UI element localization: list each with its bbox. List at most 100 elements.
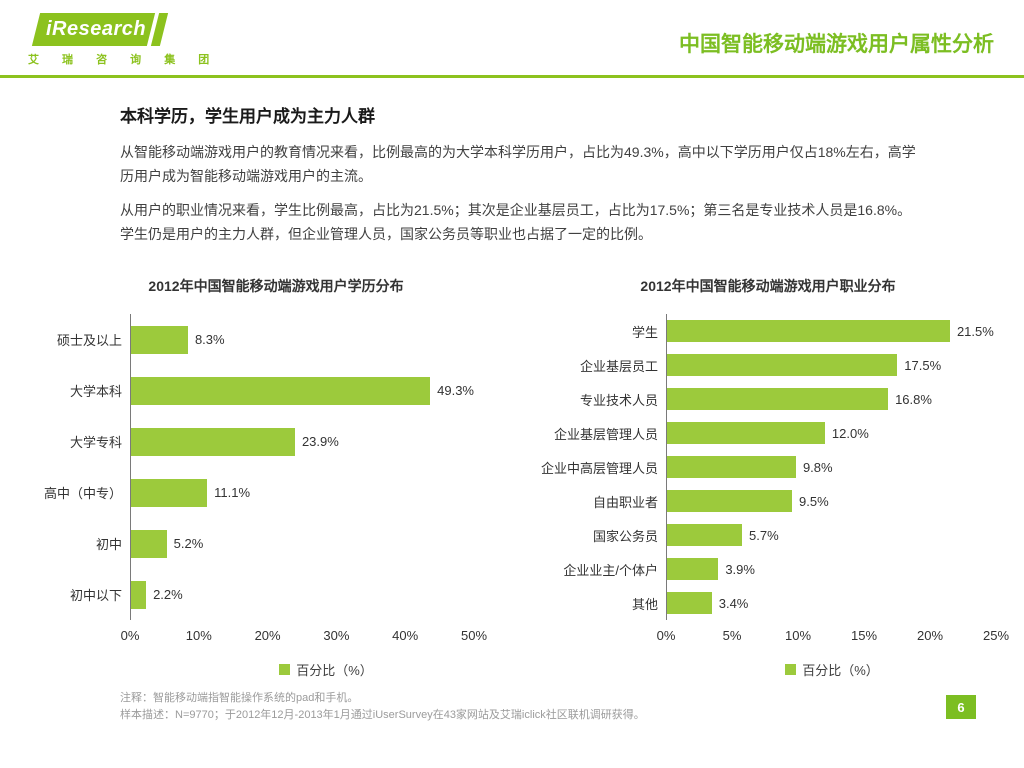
category-label: 学生 — [631, 324, 658, 340]
chart-plot-area: 硕士及以上 8.3% 大学本科 49.3% 大学专科 23.9% 高中（中专） 11.1% 初中… — [30, 314, 522, 621]
footnotes: 注释：智能移动端指智能操作系统的pad和手机。 样本描述：N=9770；于201… — [120, 690, 645, 724]
bar-track: 3.4% — [666, 586, 996, 621]
bar — [667, 422, 825, 445]
chart-legend: 百分比（%） — [666, 660, 998, 679]
bar — [667, 354, 898, 377]
category-label: 其他 — [631, 596, 658, 612]
bar-track: 49.3% — [130, 365, 474, 417]
bar-track: 23.9% — [130, 416, 474, 468]
value-label: 3.4% — [718, 595, 749, 611]
footnote-sample: 样本描述：N=9770；于2012年12月-2013年1月通过iUserSurv… — [120, 709, 645, 722]
chart-row: 企业基层员工 17.5% — [538, 348, 998, 383]
chart-row: 高中（中专） 11.1% — [30, 467, 522, 519]
bar — [131, 376, 431, 405]
value-label: 12.0% — [831, 425, 869, 441]
page-header: iResearch 艾 瑞 咨 询 集 团 中国智能移动端游戏用户属性分析 — [0, 0, 1024, 78]
iresearch-logo: iResearch 艾 瑞 咨 询 集 团 — [28, 13, 228, 67]
bar — [667, 388, 889, 411]
value-label: 21.5% — [956, 323, 994, 339]
chart-plot-area: 学生 21.5% 企业基层员工 17.5% 专业技术人员 16.8% 企业基层管理人员 12.… — [538, 314, 998, 621]
bar-track: 12.0% — [666, 416, 996, 451]
category-label: 专业技术人员 — [579, 392, 658, 408]
x-axis: 0% 10% 20% 30% 40% 50% — [121, 628, 487, 648]
bar-track: 5.2% — [130, 518, 474, 570]
charts-section: 2012年中国智能移动端游戏用户学历分布 硕士及以上 8.3% 大学本科 49.3% 大… — [0, 276, 1024, 679]
value-label: 9.8% — [802, 459, 833, 475]
bar-track: 16.8% — [666, 382, 996, 417]
category-label: 企业基层员工 — [579, 358, 658, 374]
value-label: 9.5% — [799, 493, 829, 509]
value-label: 5.7% — [749, 527, 779, 543]
bar-track: 17.5% — [666, 348, 996, 383]
report-title: 中国智能移动端游戏用户属性分析 — [679, 33, 994, 56]
bar — [667, 592, 712, 615]
x-tick-label: 15% — [850, 628, 878, 644]
x-tick-label: 25% — [982, 628, 1010, 644]
value-label: 16.8% — [895, 391, 932, 407]
chart-row: 初中 5.2% — [30, 518, 522, 570]
category-label: 自由职业者 — [592, 494, 658, 510]
chart-row: 企业基层管理人员 12.0% — [538, 416, 998, 451]
chart-row: 初中以下 2.2% — [30, 569, 522, 621]
bar — [667, 456, 796, 479]
chart-title: 2012年中国智能移动端游戏用户职业分布 — [640, 278, 896, 295]
bar-track: 5.7% — [666, 518, 996, 553]
value-label: 17.5% — [904, 357, 942, 373]
bar — [131, 427, 295, 456]
value-label: 49.3% — [437, 383, 474, 399]
x-tick-label: 5% — [722, 628, 742, 644]
paragraph-occupation: 从用户的职业情况来看，学生比例最高，占比为21.5%；其次是企业基层员工，占比为… — [120, 202, 912, 243]
chart-row: 学生 21.5% — [538, 314, 998, 349]
chart-title: 2012年中国智能移动端游戏用户学历分布 — [148, 278, 404, 295]
occupation-bar-chart: 2012年中国智能移动端游戏用户职业分布 学生 21.5% 企业基层员工 17.5% 专… — [538, 276, 1009, 679]
bar-track: 9.5% — [666, 484, 996, 519]
paragraph-education: 从智能移动端游戏用户的教育情况来看，比例最高的为大学本科学历用户，占比为49.3… — [120, 144, 916, 185]
category-label: 硕士及以上 — [56, 333, 122, 349]
bar — [667, 524, 742, 547]
chart-row: 硕士及以上 8.3% — [30, 314, 522, 366]
x-tick-label: 0% — [120, 628, 140, 644]
value-label: 8.3% — [194, 332, 225, 348]
category-label: 企业中高层管理人员 — [540, 460, 658, 476]
chart-row: 企业中高层管理人员 9.8% — [538, 450, 998, 485]
footnote-definition: 注释：智能移动端指智能操作系统的pad和手机。 — [120, 692, 359, 704]
value-label: 5.2% — [173, 536, 204, 552]
chart-row: 自由职业者 9.5% — [538, 484, 998, 519]
chart-row: 企业业主/个体户 3.9% — [538, 552, 998, 587]
x-tick-label: 10% — [784, 628, 812, 644]
bar — [667, 558, 719, 581]
category-label: 高中（中专） — [43, 486, 122, 502]
chart-row: 国家公务员 5.7% — [538, 518, 998, 553]
bar — [131, 529, 167, 558]
value-label: 11.1% — [214, 485, 251, 501]
bar-track: 21.5% — [666, 314, 996, 349]
bar-track: 8.3% — [130, 314, 474, 366]
bar — [131, 325, 188, 354]
x-tick-label: 30% — [323, 628, 350, 644]
category-label: 初中 — [95, 537, 122, 553]
logo-parallelogram: iResearch — [31, 13, 169, 46]
x-tick-label: 10% — [185, 628, 212, 644]
value-label: 2.2% — [153, 587, 183, 603]
chart-row: 其他 3.4% — [538, 586, 998, 621]
legend-label: 百分比（%） — [296, 663, 373, 679]
chart-row: 专业技术人员 16.8% — [538, 382, 998, 417]
category-label: 大学专科 — [69, 435, 122, 451]
logo-chinese-subtext: 艾 瑞 咨 询 集 团 — [28, 54, 220, 66]
bar-track: 3.9% — [666, 552, 996, 587]
bar — [131, 580, 147, 609]
value-label: 3.9% — [725, 561, 755, 577]
category-label: 大学本科 — [69, 384, 122, 400]
chart-legend: 百分比（%） — [130, 660, 522, 679]
chart-row: 大学本科 49.3% — [30, 365, 522, 417]
x-tick-label: 20% — [916, 628, 944, 644]
category-label: 企业业主/个体户 — [563, 562, 658, 578]
category-label: 企业基层管理人员 — [553, 426, 658, 442]
section-heading: 本科学历，学生用户成为主力人群 — [120, 107, 375, 126]
value-label: 23.9% — [301, 434, 339, 450]
article-section: 本科学历，学生用户成为主力人群 从智能移动端游戏用户的教育情况来看，比例最高的为… — [0, 78, 1024, 246]
category-label: 初中以下 — [69, 588, 122, 604]
x-tick-label: 20% — [254, 628, 281, 644]
x-axis: 0% 5% 10% 15% 20% 25% — [657, 628, 1009, 648]
x-tick-label: 50% — [460, 628, 488, 644]
